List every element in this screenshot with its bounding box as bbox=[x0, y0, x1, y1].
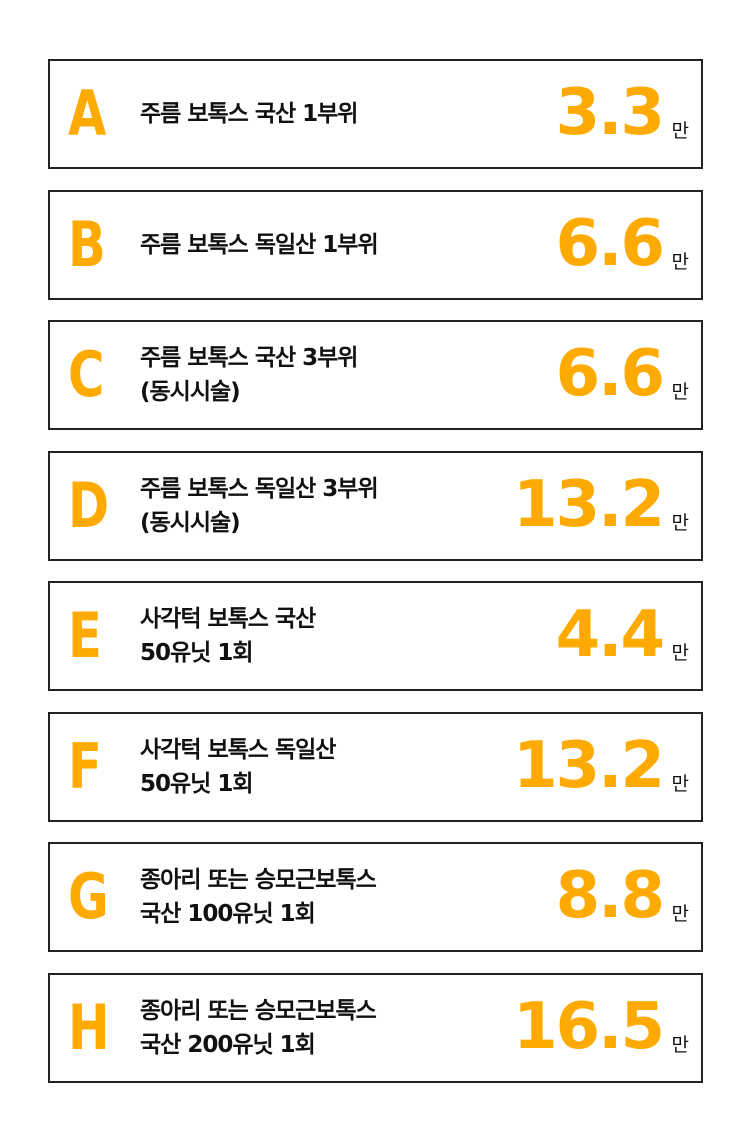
price-unit: 만 bbox=[671, 511, 689, 534]
price-unit: 만 bbox=[671, 250, 689, 273]
price-unit: 만 bbox=[671, 120, 689, 142]
price-item: E 사각턱 보톡스 국산 50유닛 1회 4.4 만 bbox=[48, 581, 703, 691]
item-description: 주름 보톡스 국산 1부위 bbox=[140, 61, 358, 167]
price-item: D 주름 보톡스 독일산 3부위 (동시시술) 13.2 만 bbox=[48, 450, 703, 561]
item-letter: B bbox=[68, 207, 106, 281]
description-line: 주름 보톡스 국산 3부위 bbox=[140, 345, 358, 371]
price-item: C 주름 보톡스 국산 3부위 (동시시술) 6.6 만 bbox=[48, 320, 703, 430]
item-description: 사각턱 보톡스 독일산 50유닛 1회 bbox=[140, 714, 336, 820]
description-line: 주름 보톡스 독일산 1부위 bbox=[140, 231, 379, 258]
price-unit: 만 bbox=[671, 903, 689, 925]
description-line: 주름 보톡스 국산 1부위 bbox=[140, 101, 358, 127]
description-line: 50유닛 1회 bbox=[140, 640, 254, 666]
item-letter: A bbox=[68, 77, 107, 150]
item-price: 3.3 bbox=[555, 76, 665, 150]
item-price: 16.5 bbox=[513, 989, 665, 1064]
price-item: A 주름 보톡스 국산 1부위 3.3 만 bbox=[48, 59, 703, 169]
item-letter: C bbox=[68, 338, 105, 411]
price-unit: 만 bbox=[671, 772, 689, 795]
description-line: 종아리 또는 승모근보톡스 bbox=[140, 867, 377, 893]
item-price: 6.6 bbox=[555, 337, 665, 411]
item-letter: F bbox=[68, 729, 102, 803]
item-price: 13.2 bbox=[513, 728, 665, 803]
description-line: (동시시술) bbox=[140, 379, 241, 405]
description-line: (동시시술) bbox=[140, 509, 241, 536]
item-letter: E bbox=[68, 599, 102, 672]
description-line: 국산 200유닛 1회 bbox=[140, 1031, 316, 1058]
description-line: 사각턱 보톡스 국산 bbox=[140, 606, 316, 632]
item-description: 사각턱 보톡스 국산 50유닛 1회 bbox=[140, 583, 316, 689]
item-letter: H bbox=[68, 990, 110, 1064]
item-description: 주름 보톡스 국산 3부위 (동시시술) bbox=[140, 322, 358, 428]
item-price: 6.6 bbox=[555, 206, 665, 281]
description-line: 국산 100유닛 1회 bbox=[140, 901, 316, 927]
item-price: 4.4 bbox=[555, 598, 665, 672]
price-unit: 만 bbox=[671, 1033, 689, 1056]
price-unit: 만 bbox=[671, 381, 689, 403]
item-description: 주름 보톡스 독일산 1부위 bbox=[140, 192, 379, 298]
item-letter: G bbox=[68, 860, 109, 933]
price-item: B 주름 보톡스 독일산 1부위 6.6 만 bbox=[48, 189, 703, 300]
description-line: 주름 보톡스 독일산 3부위 bbox=[140, 475, 379, 502]
item-description: 주름 보톡스 독일산 3부위 (동시시술) bbox=[140, 453, 379, 559]
description-line: 사각턱 보톡스 독일산 bbox=[140, 736, 336, 763]
description-line: 50유닛 1회 bbox=[140, 770, 254, 797]
description-line: 종아리 또는 승모근보톡스 bbox=[140, 997, 377, 1024]
item-price: 8.8 bbox=[555, 859, 665, 933]
item-price: 13.2 bbox=[513, 467, 665, 542]
price-unit: 만 bbox=[671, 642, 689, 664]
item-letter: D bbox=[68, 468, 110, 542]
price-item: F 사각턱 보톡스 독일산 50유닛 1회 13.2 만 bbox=[48, 711, 703, 822]
